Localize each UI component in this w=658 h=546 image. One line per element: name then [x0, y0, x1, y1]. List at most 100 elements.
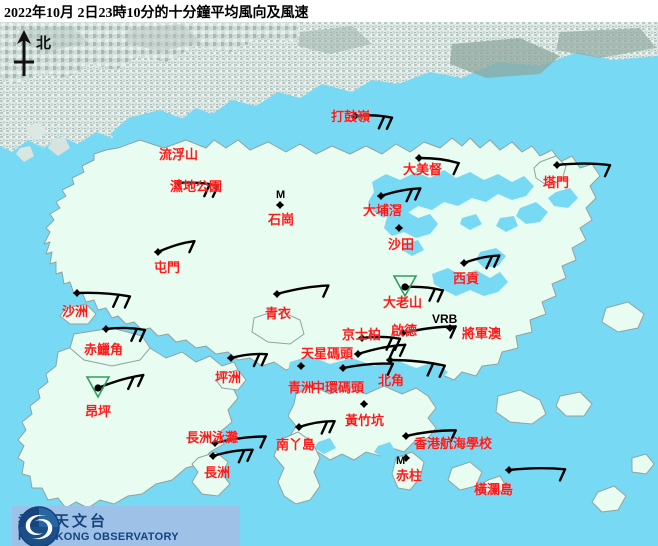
north-arrow: 北	[6, 28, 62, 80]
station-marker-stanley	[401, 454, 411, 462]
station-label-hk-sea-school: 香港航海學校	[414, 436, 493, 451]
south-islet-b	[631, 453, 655, 475]
station-marker-tseung-kwan-o	[445, 324, 455, 332]
east-islet	[555, 391, 593, 417]
wind-barb-waglan-island	[507, 466, 567, 482]
station-marker-wong-chuk-hang	[359, 400, 369, 408]
station-label-lau-fau-shan: 流浮山	[159, 147, 199, 162]
wind-barb-sha-chau	[75, 291, 132, 309]
station-label-ta-kwu-ling: 打鼓嶺	[331, 109, 371, 124]
station-marker-cheung-chau	[208, 452, 218, 460]
tko-islet	[495, 389, 547, 425]
station-label-sai-kung: 西貢	[453, 271, 480, 286]
station-label-tap-mun: 塔門	[543, 175, 570, 190]
station-label-kai-tak: 啟德	[391, 323, 418, 338]
station-marker-tap-mun	[552, 161, 562, 169]
station-marker-layer	[72, 112, 562, 474]
waglan-islet	[481, 475, 507, 495]
station-label-tuen-mun: 屯門	[154, 260, 181, 275]
station-label-chek-lap-kok: 赤鱲角	[84, 342, 124, 357]
wind-barb-tsing-yi	[275, 284, 330, 298]
station-marker-sha-chau	[72, 289, 82, 297]
station-label-shek-kong: 石崗	[268, 212, 295, 227]
wind-barb-tai-po-kau	[379, 187, 422, 203]
wind-barb-layer	[75, 114, 612, 482]
station-label-cheung-chau-beach: 長洲泳灘	[186, 430, 239, 445]
station-flag-tseung-kwan-o: VRB	[432, 312, 458, 326]
station-marker-tai-mei-tuk	[414, 154, 424, 162]
station-label-tsing-yi: 青衣	[265, 306, 292, 321]
station-label-ngong-ping: 昂坪	[85, 404, 112, 419]
station-marker-cheung-chau-beach	[210, 439, 220, 447]
station-label-green-island: 青洲	[288, 380, 315, 395]
wind-barb-ngong-ping	[96, 373, 145, 391]
station-flag-stanley: M	[396, 455, 406, 467]
station-marker-kings-park	[357, 334, 367, 342]
wind-barb-cheung-chau	[211, 448, 254, 464]
station-label-tai-po-kau: 大埔滘	[363, 203, 403, 218]
station-label-stanley: 赤柱	[396, 468, 423, 483]
wind-barb-tap-mun	[555, 162, 612, 178]
tung-lung-chau	[447, 461, 483, 491]
high-ground-marker-ngong-ping	[85, 376, 111, 399]
hko-logo-mark	[18, 506, 60, 546]
station-label-sha-chau: 沙洲	[62, 304, 89, 319]
wind-barb-sai-kung	[462, 254, 501, 270]
north-arrow-label: 北	[36, 36, 52, 52]
station-marker-hk-sea-school	[401, 432, 411, 440]
station-marker-sha-tin	[394, 224, 404, 232]
mainland-landmass	[0, 22, 658, 162]
station-marker-green-island	[296, 362, 306, 370]
map-graphics	[0, 22, 658, 546]
station-label-tai-mei-tuk: 大美督	[403, 162, 443, 177]
chek-lap-kok-airport	[69, 327, 151, 367]
peng-chau-island	[215, 369, 247, 391]
station-marker-lau-fau-shan	[174, 179, 184, 187]
ne-islet	[601, 301, 645, 333]
hongkong-landmass	[43, 137, 601, 390]
station-marker-chek-lap-kok	[101, 325, 111, 333]
sha-chau-islet	[59, 303, 97, 325]
page-title: 2022年10月 2日23時10分的十分鐘平均風向及風速	[4, 6, 309, 21]
station-label-peng-chau: 坪洲	[215, 370, 242, 385]
station-marker-waglan-island	[504, 466, 514, 474]
station-marker-tai-po-kau	[376, 192, 386, 200]
tsing-yi-island	[251, 309, 305, 345]
wind-barb-tuen-mun	[156, 239, 196, 254]
station-label-star-ferry: 天星碼頭	[301, 346, 354, 361]
station-marker-tuen-mun	[153, 248, 163, 256]
station-label-kings-park: 京士柏	[342, 327, 382, 342]
station-marker-north-point	[385, 356, 395, 364]
station-flag-shek-kong: M	[276, 189, 286, 201]
wind-barb-central-pier	[341, 362, 395, 376]
lamma-island	[273, 431, 321, 505]
wind-barb-lamma-island	[297, 420, 336, 435]
station-label-sha-tin: 沙田	[388, 237, 415, 252]
wind-barb-north-point	[388, 358, 446, 378]
cheung-chau-island	[191, 451, 231, 497]
station-marker-central-pier	[338, 364, 348, 372]
station-label-central-pier: 中環碼頭	[312, 380, 365, 395]
station-marker-tsing-yi	[272, 290, 282, 298]
hko-logo: 香港天文台 HONG KONG OBSERVATORY	[12, 506, 240, 546]
south-islet-a	[591, 485, 627, 513]
station-marker-peng-chau	[226, 354, 236, 362]
station-label-waglan-island: 橫瀾島	[474, 482, 514, 497]
wind-barb-peng-chau	[229, 352, 268, 368]
stanley-peninsula	[391, 451, 425, 491]
high-ground-marker-tates-cairn	[392, 275, 418, 298]
wind-barb-star-ferry	[356, 343, 407, 360]
station-marker-kai-tak	[398, 329, 408, 337]
station-marker-ta-kwu-ling	[350, 112, 360, 120]
station-label-lamma-island: 南丫島	[276, 437, 316, 452]
station-label-wong-chuk-hang: 黃竹坑	[345, 413, 385, 428]
station-marker-sai-kung	[459, 259, 469, 267]
wind-barb-hk-sea-school	[404, 429, 457, 443]
map-canvas: 北 打鼓嶺 流浮山 濕地公園 石崗 M 大美督 塔門 大埔滘 沙田 屯門 西貢 沙洲 大老山 青衣 赤鱲角 京…	[0, 22, 658, 546]
title-bar: 2022年10月 2日23時10分的十分鐘平均風向及風速	[0, 0, 658, 22]
wind-barb-cheung-chau-beach	[213, 435, 267, 449]
station-marker-shek-kong	[275, 201, 285, 209]
lantau-island	[17, 343, 241, 509]
station-marker-lamma-island	[294, 423, 304, 431]
